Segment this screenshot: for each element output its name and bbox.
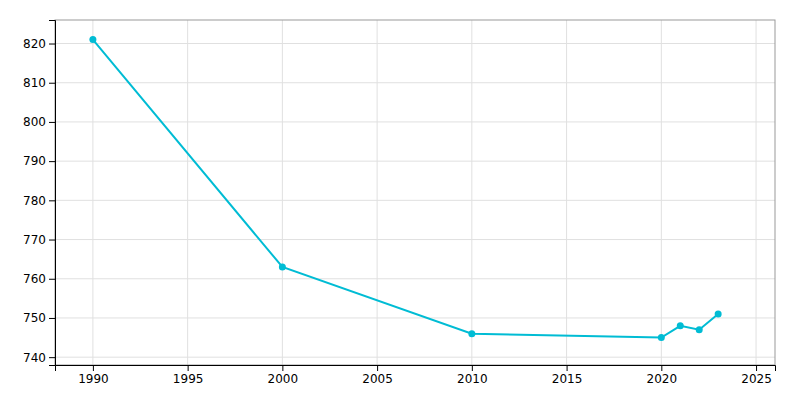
x-axis-tick-mark: [188, 365, 189, 371]
y-axis-tick-mark: [49, 318, 55, 319]
y-axis-tick-mark: [49, 83, 55, 84]
point: [677, 322, 684, 329]
grid: [55, 20, 775, 365]
x-axis-tick-label: 2010: [457, 372, 488, 386]
x-axis-tick: 2000: [268, 365, 299, 386]
x-axis-tick-label: 2015: [552, 372, 583, 386]
x-axis-tick-mark: [661, 365, 662, 371]
y-axis-tick-mark: [49, 240, 55, 241]
x-axis: 1990 1995 2000 2005 2010 2015 2020 2025: [56, 365, 776, 386]
x-axis-tick-mark: [377, 365, 378, 371]
y-axis-tick-label: 790: [23, 154, 46, 168]
y-grid-line: [55, 43, 775, 44]
y-grid-line: [55, 357, 775, 358]
y-axis-tick-label: 740: [23, 350, 46, 364]
y-axis-tick: 740: [23, 350, 55, 364]
chart-container: 1990 1995 2000 2005 2010 2015 2020 2025 740 750 76…: [0, 0, 800, 400]
y-axis-tick-label: 810: [23, 76, 46, 90]
x-axis-tick-mark: [282, 365, 283, 371]
point: [696, 326, 703, 333]
y-grid-line: [55, 278, 775, 279]
x-grid-line: [282, 20, 283, 365]
y-grid-line: [55, 317, 775, 318]
y-axis-tick-label: 750: [23, 311, 46, 325]
y-grid-line: [55, 161, 775, 162]
x-axis-tick-label: 2005: [362, 372, 393, 386]
y-axis-tick-mark: [49, 44, 55, 45]
y-axis: 740 750 760 770 780 790 800 810 820: [23, 21, 55, 366]
x-axis-tick-label: 2020: [647, 372, 678, 386]
y-axis-tick-mark: [49, 200, 55, 201]
x-axis-tick-label: 1995: [173, 372, 204, 386]
x-axis-line: [56, 366, 776, 372]
y-axis-tick-label: 820: [23, 37, 46, 51]
point: [89, 36, 96, 43]
x-grid-line: [661, 20, 662, 365]
x-axis-tick: 1995: [173, 365, 204, 386]
y-axis-tick: 750: [23, 311, 55, 325]
x-axis-tick: 2020: [647, 365, 678, 386]
x-axis-tick: 2005: [362, 365, 393, 386]
y-axis-tick-mark: [49, 357, 55, 358]
y-axis-tick-mark: [49, 279, 55, 280]
y-grid-line: [55, 200, 775, 201]
y-axis-tick-label: 760: [23, 272, 46, 286]
x-grid-line: [566, 20, 567, 365]
y-axis-tick: 770: [23, 233, 55, 247]
y-axis-tick: 800: [23, 115, 55, 129]
line: [93, 40, 718, 338]
x-grid-line: [756, 20, 757, 365]
point: [715, 311, 722, 318]
x-axis-tick: 2010: [457, 365, 488, 386]
y-axis-tick-mark: [49, 122, 55, 123]
x-grid-line: [377, 20, 378, 365]
x-axis-tick: 2025: [741, 365, 772, 386]
y-axis-tick: 760: [23, 272, 55, 286]
x-axis-tick-label: 1990: [78, 372, 109, 386]
x-grid-line: [471, 20, 472, 365]
x-grid-line: [187, 20, 188, 365]
y-axis-tick: 820: [23, 37, 55, 51]
y-axis-tick-label: 770: [23, 233, 46, 247]
x-axis-tick-label: 2000: [268, 372, 299, 386]
y-axis-tick: 790: [23, 154, 55, 168]
plot-area: 1990 1995 2000 2005 2010 2015 2020 2025 740 750 76…: [23, 20, 775, 386]
x-grid-line: [92, 20, 93, 365]
y-axis-line: [49, 21, 56, 366]
x-axis-tick-mark: [567, 365, 568, 371]
chart: 1990 1995 2000 2005 2010 2015 2020 2025 740 750 76…: [0, 0, 800, 400]
marks: [89, 36, 721, 341]
x-axis-tick: 2015: [552, 365, 583, 386]
x-axis-tick: 1990: [78, 365, 109, 386]
y-axis-tick-label: 800: [23, 115, 46, 129]
y-grid-line: [55, 82, 775, 83]
point: [468, 330, 475, 337]
x-axis-tick-mark: [756, 365, 757, 371]
y-axis-tick-label: 780: [23, 194, 46, 208]
x-axis-tick-mark: [93, 365, 94, 371]
x-axis-tick-mark: [472, 365, 473, 371]
plot-frame: [55, 20, 775, 365]
x-axis-tick-label: 2025: [741, 372, 772, 386]
y-axis-tick: 810: [23, 76, 55, 90]
point: [658, 334, 665, 341]
y-axis-tick-mark: [49, 161, 55, 162]
point: [279, 263, 286, 270]
y-grid-line: [55, 239, 775, 240]
y-axis-tick: 780: [23, 194, 55, 208]
